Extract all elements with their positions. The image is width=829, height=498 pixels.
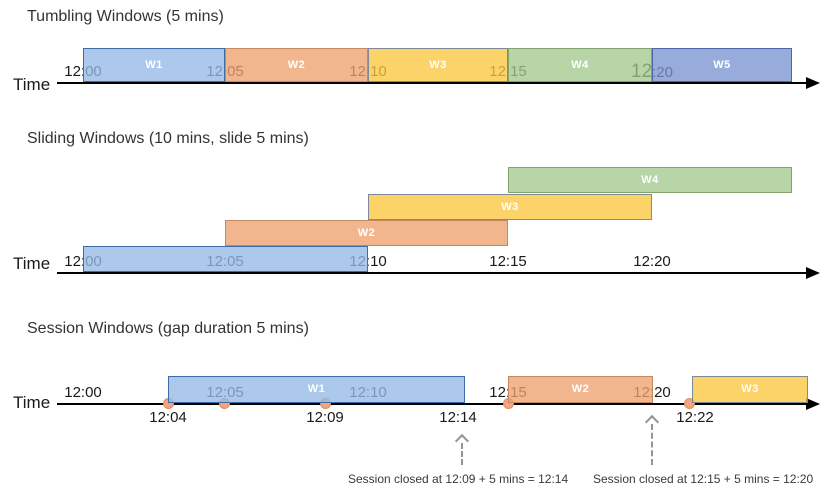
window-box-sliding-w2 [225,220,508,246]
window-box-tumbling-w4 [508,48,652,82]
window-label: W2 [357,226,376,239]
section-title-sliding: Sliding Windows (10 mins, slide 5 mins) [27,130,309,147]
window-box-tumbling-w2 [225,48,368,82]
window-box-tumbling-w5 [652,48,792,82]
window-label: W1 [145,58,163,71]
window-box-session-w3 [692,376,808,403]
time-axis-line-sliding [57,272,806,274]
time-tick-label: 12:00 [64,384,102,401]
event-time-label: 12:22 [676,409,714,426]
window-box-sliding-w3 [368,194,652,220]
window-box-sliding-w4 [508,167,792,193]
event-time-label: 12:09 [306,409,344,426]
time-axis-label: Time [13,75,51,94]
section-title-session: Session Windows (gap duration 5 mins) [27,320,309,337]
window-label: W3 [501,200,519,213]
window-label: W3 [741,383,759,395]
time-axis-label: Time [13,254,51,273]
window-label: W3 [429,58,447,71]
window-box-tumbling-w3 [368,48,508,82]
event-time-label: 12:04 [149,409,187,426]
time-axis-label: Time [13,393,51,412]
callout-arrow-shaft [461,443,463,465]
time-axis-line-tumbling [57,82,806,84]
section-title-tumbling: Tumbling Windows (5 mins) [27,8,224,25]
window-box-session-w1 [168,376,465,403]
time-tick-label: 12:20 [633,253,671,270]
window-label: W4 [641,173,659,186]
time-axis-arrowhead-icon [806,77,820,89]
event-dot [683,398,695,409]
window-label: W4 [571,58,589,71]
callout-arrow-shaft [651,424,653,465]
event-time-label: 12:14 [439,409,477,426]
window-label: W5 [713,58,731,71]
window-label: W1 [307,383,326,395]
time-axis-arrowhead-icon [806,267,820,279]
annotation-text: Session closed at 12:15 + 5 mins = 12:20 [593,472,814,486]
time-tick-label: 12:15 [489,253,527,270]
window-label: W2 [571,383,590,395]
window-box-session-w2 [508,376,653,403]
window-box-tumbling-w1 [83,48,225,82]
annotation-text: Session closed at 12:09 + 5 mins = 12:14 [348,472,569,486]
time-axis-line-session [57,403,806,405]
window-label: W2 [287,58,306,71]
window-box-sliding-w1 [83,246,368,272]
time-axis-arrowhead-icon [806,398,820,410]
